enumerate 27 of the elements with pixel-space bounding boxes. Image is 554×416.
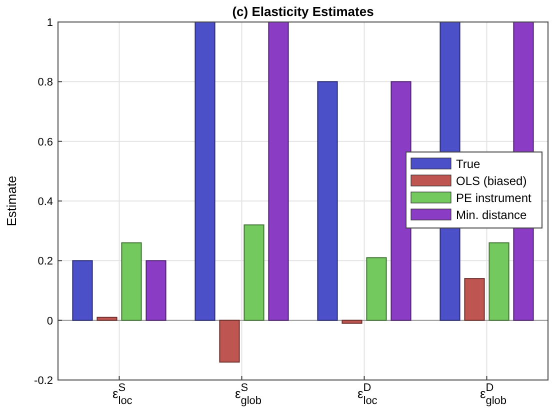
- y-axis-title: Estimate: [4, 176, 19, 226]
- bar: [219, 320, 240, 363]
- bar: [121, 242, 142, 321]
- legend-label: True: [456, 157, 481, 171]
- bar: [146, 260, 166, 321]
- bar: [72, 260, 93, 321]
- bar: [390, 81, 412, 321]
- legend-label: OLS (biased): [456, 174, 527, 188]
- bar: [317, 81, 338, 321]
- y-tick-label: 0.6: [38, 136, 53, 148]
- bar: [342, 320, 362, 324]
- y-tick-label: 1: [46, 17, 53, 29]
- legend-label: Min. distance: [456, 208, 528, 222]
- bar: [194, 22, 216, 321]
- bar: [244, 224, 264, 321]
- bar: [488, 242, 510, 321]
- bar: [268, 22, 289, 321]
- bar: [366, 257, 387, 321]
- bar: [96, 316, 118, 321]
- chart-title: (c) Elasticity Estimates: [232, 4, 374, 19]
- bar: [464, 278, 485, 321]
- y-tick-label: 0: [46, 315, 53, 328]
- y-tick-label: 0.2: [38, 256, 53, 268]
- y-tick-label: 0.8: [38, 76, 53, 89]
- y-tick-label: 0.4: [38, 196, 53, 208]
- y-tick-label: -0.2: [34, 375, 53, 387]
- legend-label: PE instrument: [456, 191, 532, 205]
